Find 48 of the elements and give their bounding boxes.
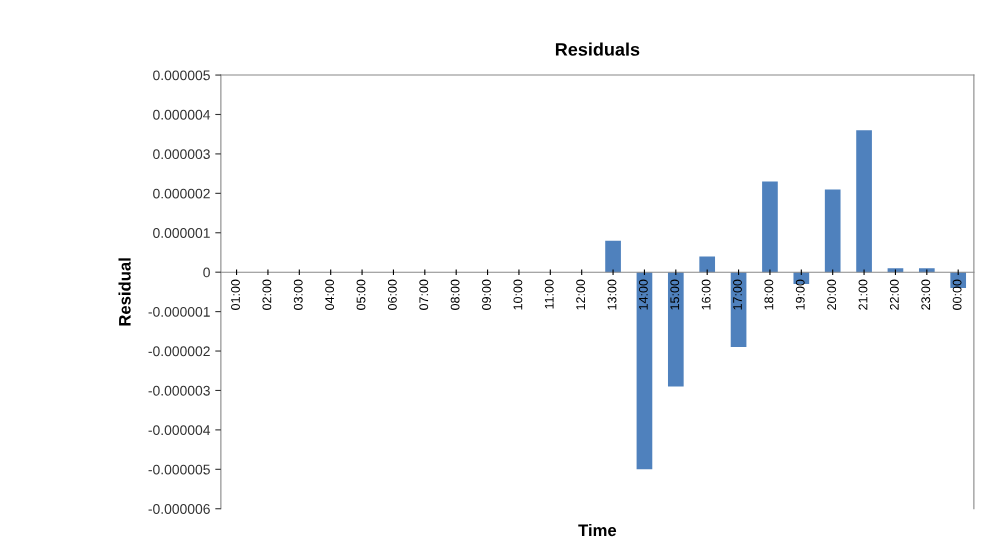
x-tick-label: 14:00 [638, 279, 648, 310]
bar [667, 272, 684, 387]
bar [636, 272, 653, 470]
y-tick-label: -0.000004 [148, 425, 211, 436]
x-tick-label: 13:00 [607, 279, 617, 310]
y-tick-label: -0.000005 [148, 464, 210, 475]
x-tick-label: 15:00 [670, 279, 680, 310]
y-tick-label: -0.000006 [148, 504, 210, 514]
x-tick-label: 12:00 [576, 279, 586, 310]
y-tick-label: -0.000003 [148, 385, 210, 396]
bar [856, 130, 872, 273]
y-tick-label: 0.000002 [153, 188, 210, 199]
y-tick-label: 0.000005 [153, 70, 210, 81]
x-tick-label: 23:00 [921, 279, 931, 310]
x-tick-label: 08:00 [450, 279, 460, 310]
y-tick-label: -0.000002 [148, 346, 210, 357]
y-tick-label: 0 [203, 267, 210, 278]
y-tick-label: 0.000004 [153, 109, 211, 120]
x-tick-label: 11:00 [544, 279, 554, 309]
x-tick-label: 09:00 [482, 279, 491, 310]
bar [918, 268, 935, 273]
x-tick-label: 16:00 [701, 279, 711, 310]
bar [762, 181, 778, 273]
x-tick-label: 18:00 [764, 279, 774, 310]
bar [824, 189, 841, 273]
x-tick-label: 01:00 [231, 279, 240, 310]
x-tick-label: 21:00 [858, 279, 868, 310]
x-tick-label: 04:00 [325, 279, 335, 310]
x-tick-label: 20:00 [827, 279, 837, 310]
x-axis-title: Time [578, 523, 617, 537]
bar [605, 240, 621, 273]
y-tick-label: 0.000003 [153, 149, 210, 160]
x-tick-label: 17:00 [733, 279, 742, 310]
x-tick-label: 02:00 [262, 279, 272, 310]
y-axis-title: Residual [118, 258, 131, 326]
y-tick-label: -0.000001 [148, 306, 210, 317]
x-tick-label: 10:00 [513, 279, 523, 310]
bar [699, 256, 716, 273]
chart-title: Residuals [555, 42, 640, 56]
bar [887, 268, 904, 273]
x-tick-label: 00:00 [952, 279, 962, 310]
x-tick-label: 19:00 [795, 279, 805, 310]
x-tick-label: 05:00 [356, 279, 366, 310]
x-tick-label: 03:00 [293, 279, 303, 310]
y-tick-label: 0.000001 [153, 228, 210, 238]
x-tick-label: 22:00 [889, 279, 899, 310]
x-tick-label: 06:00 [387, 279, 397, 310]
x-tick-label: 07:00 [419, 279, 429, 310]
